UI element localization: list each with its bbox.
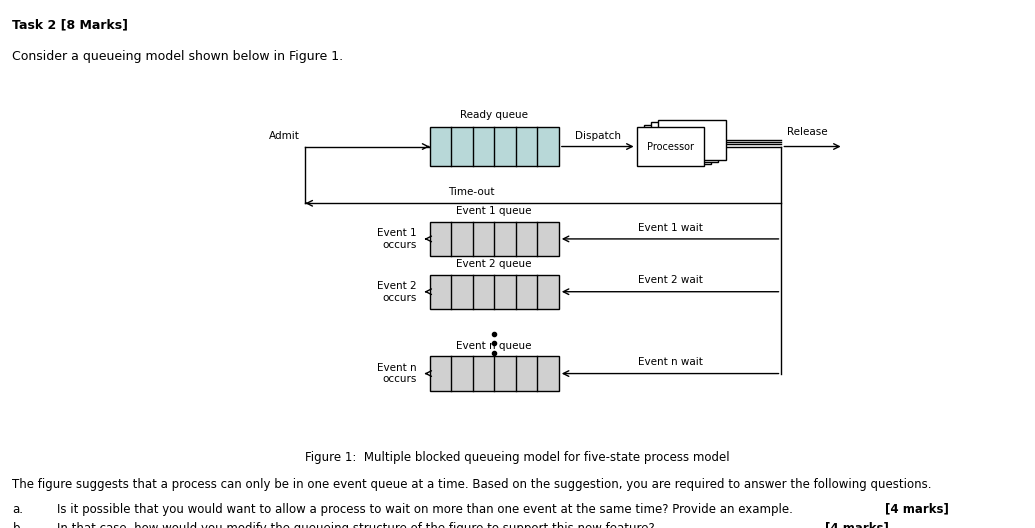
Text: Event 1 wait: Event 1 wait bbox=[638, 223, 703, 232]
Text: Event 2 wait: Event 2 wait bbox=[638, 276, 703, 285]
Text: Task 2 [8 Marks]: Task 2 [8 Marks] bbox=[12, 18, 128, 32]
Text: a.: a. bbox=[12, 503, 24, 516]
Text: Release: Release bbox=[787, 127, 827, 137]
Bar bbox=[651, 122, 718, 162]
Text: Processor: Processor bbox=[647, 142, 693, 152]
Bar bbox=[658, 120, 726, 159]
Text: Event n queue: Event n queue bbox=[456, 341, 532, 351]
Bar bbox=[637, 127, 704, 166]
Text: [4 marks]: [4 marks] bbox=[825, 522, 889, 528]
Text: Event 1 queue: Event 1 queue bbox=[456, 206, 532, 216]
Text: Event n
occurs: Event n occurs bbox=[378, 363, 417, 384]
Text: Event 2 queue: Event 2 queue bbox=[456, 259, 532, 269]
Text: Dispatch: Dispatch bbox=[574, 131, 621, 141]
Text: The figure suggests that a process can only be in one event queue at a time. Bas: The figure suggests that a process can o… bbox=[12, 478, 932, 491]
Bar bbox=[430, 275, 559, 309]
Bar bbox=[430, 356, 559, 391]
Text: Time-out: Time-out bbox=[448, 187, 494, 197]
Text: In that case, how would you modify the queueing structure of the figure to suppo: In that case, how would you modify the q… bbox=[57, 522, 658, 528]
Text: Event n wait: Event n wait bbox=[638, 357, 703, 367]
Bar bbox=[430, 127, 559, 166]
Text: Figure 1:  Multiple blocked queueing model for five-state process model: Figure 1: Multiple blocked queueing mode… bbox=[305, 451, 730, 465]
Text: Admit: Admit bbox=[269, 131, 300, 141]
Bar bbox=[644, 125, 711, 164]
Text: Consider a queueing model shown below in Figure 1.: Consider a queueing model shown below in… bbox=[12, 50, 344, 63]
Text: Event 1
occurs: Event 1 occurs bbox=[378, 228, 417, 250]
Text: [4 marks]: [4 marks] bbox=[885, 503, 949, 516]
Text: Event 2
occurs: Event 2 occurs bbox=[378, 281, 417, 303]
Text: Is it possible that you would want to allow a process to wait on more than one e: Is it possible that you would want to al… bbox=[57, 503, 800, 516]
Text: Ready queue: Ready queue bbox=[461, 110, 528, 120]
Text: b.: b. bbox=[12, 522, 24, 528]
Bar bbox=[430, 222, 559, 256]
